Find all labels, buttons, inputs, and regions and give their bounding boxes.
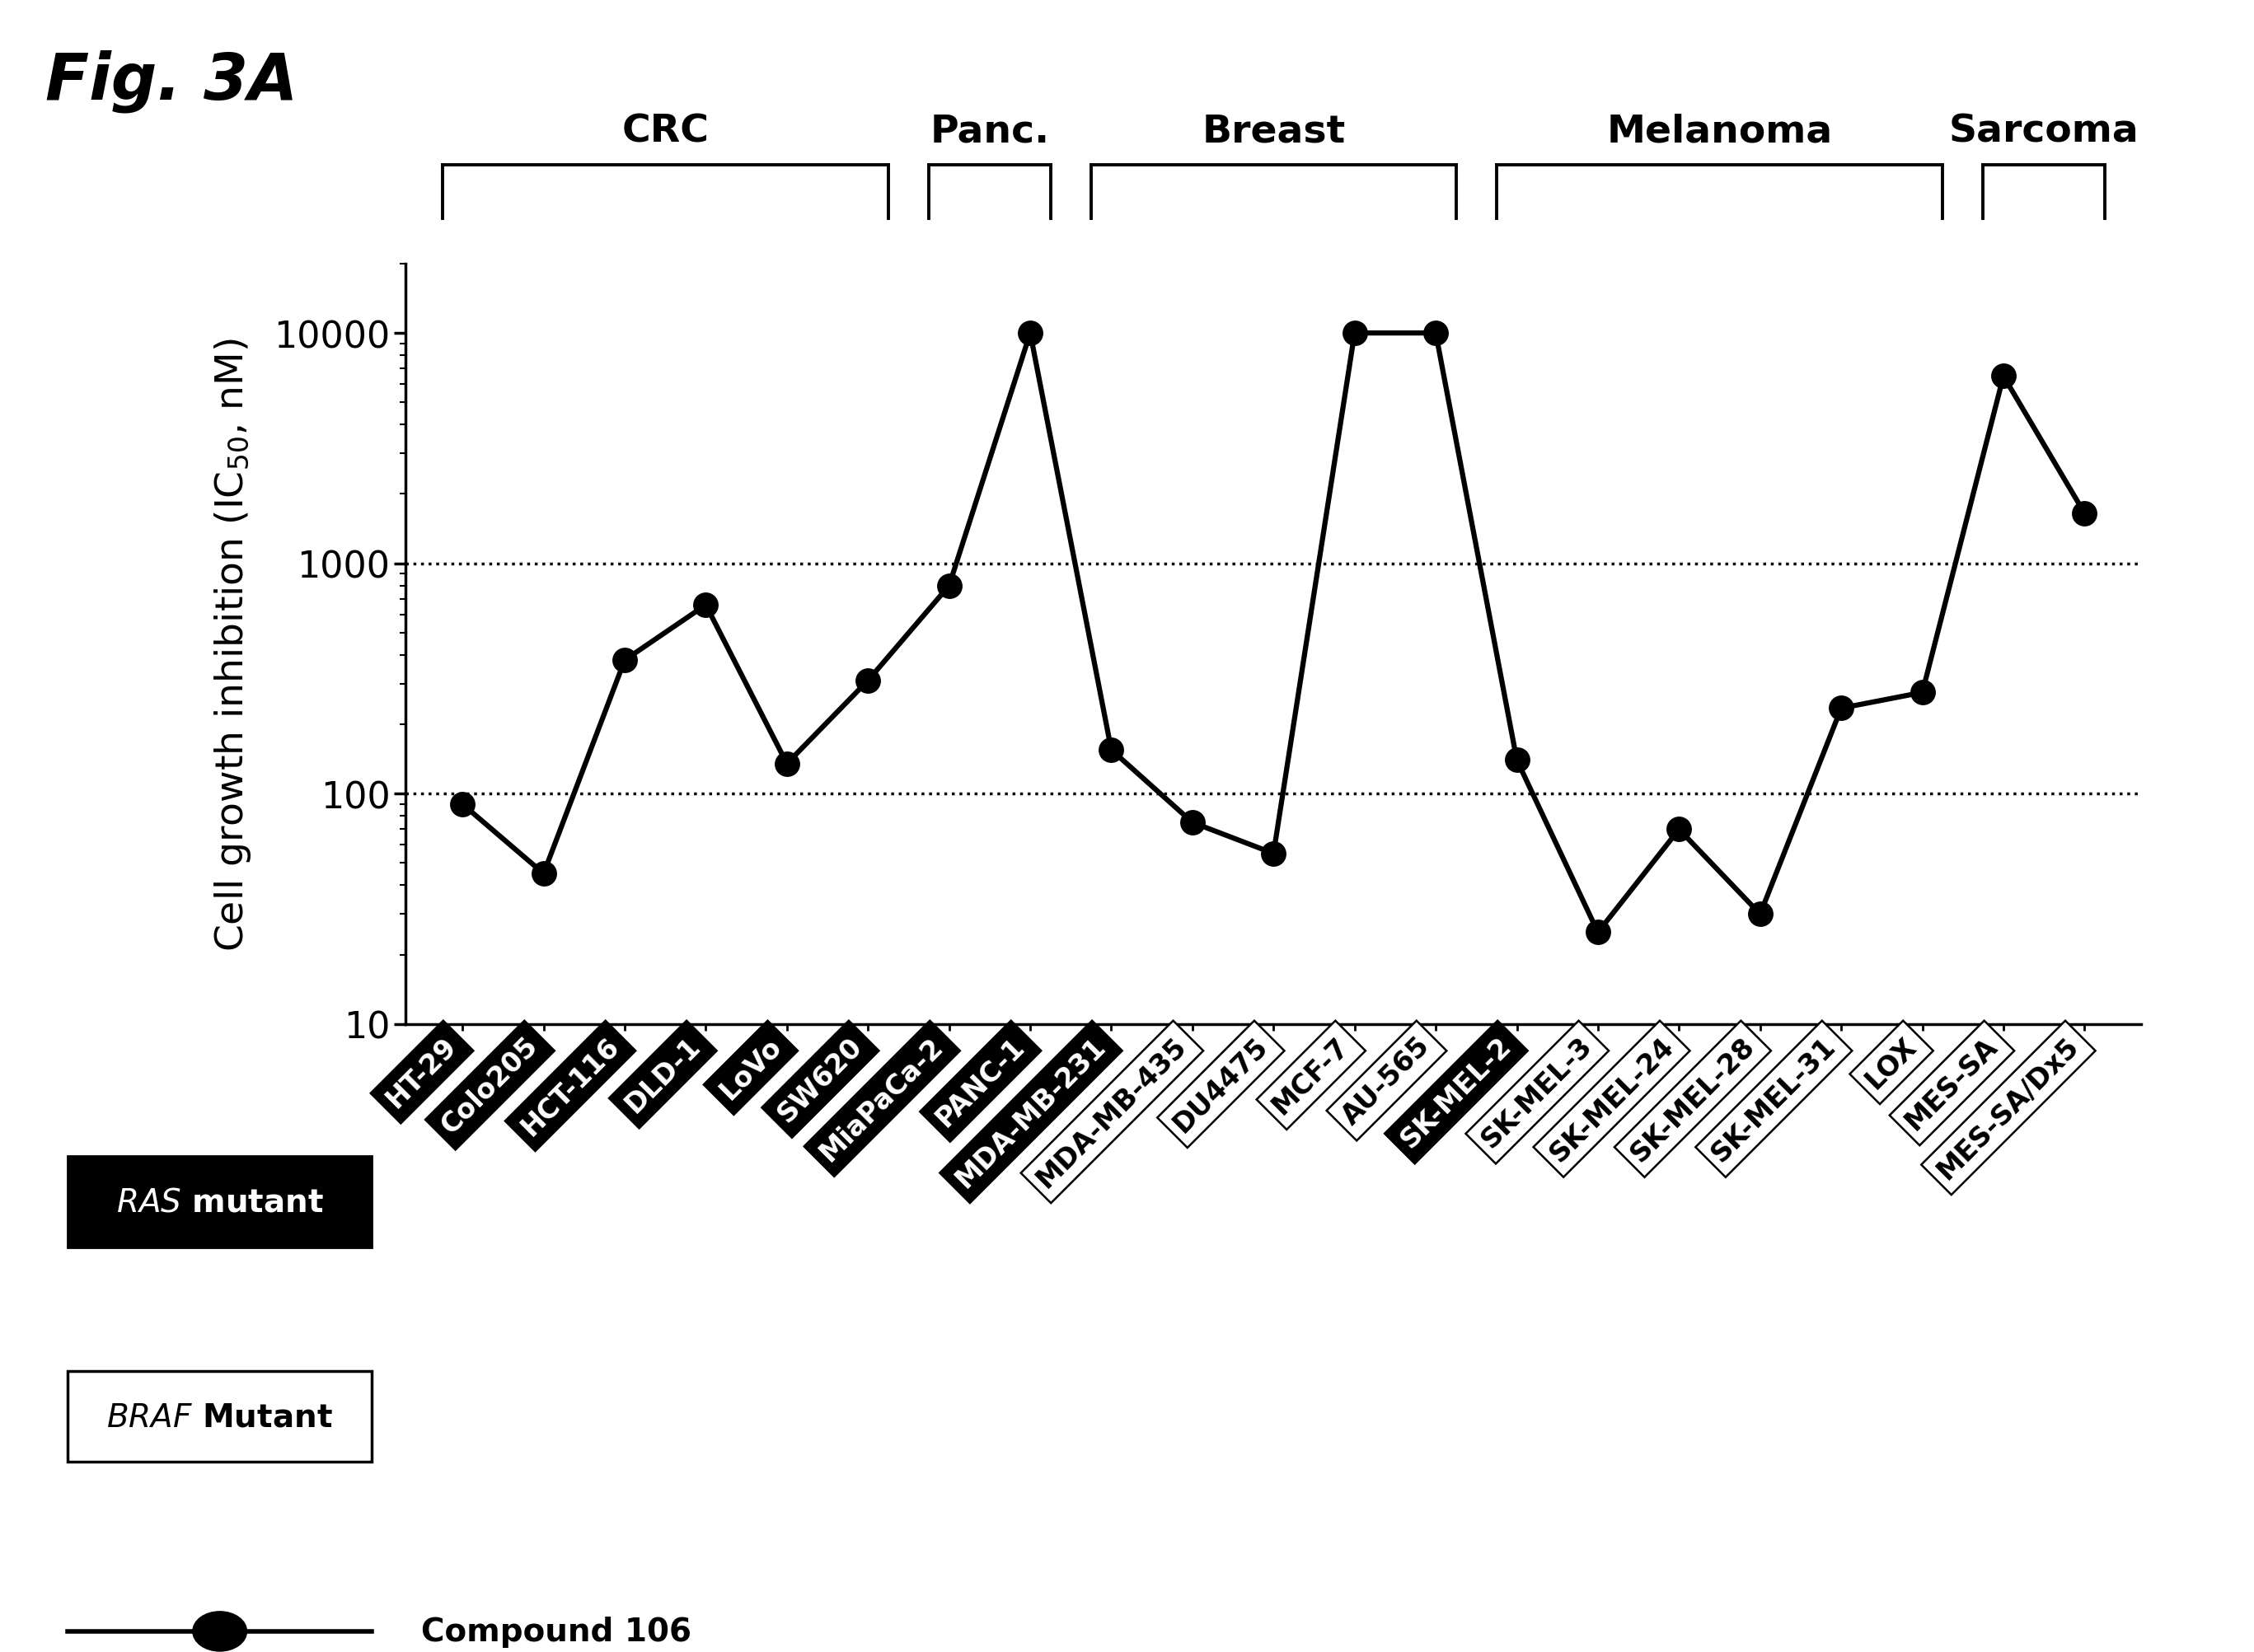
- Point: [444, 791, 480, 818]
- Text: $\mathit{BRAF}$ Mutant: $\mathit{BRAF}$ Mutant: [106, 1401, 334, 1432]
- Text: SK-MEL-24: SK-MEL-24: [1544, 1032, 1679, 1166]
- Point: [480, 1232, 507, 1252]
- Text: Melanoma: Melanoma: [1607, 114, 1833, 150]
- Point: [498, 1232, 525, 1252]
- Point: [471, 1239, 498, 1259]
- Point: [931, 573, 967, 600]
- Point: [769, 750, 805, 776]
- Point: [1337, 320, 1373, 347]
- Point: [850, 667, 886, 694]
- Point: [521, 1232, 548, 1252]
- Point: [500, 1239, 527, 1259]
- Point: [473, 1232, 500, 1252]
- Point: [1905, 679, 1941, 705]
- Point: [480, 1232, 507, 1252]
- Point: [451, 1239, 478, 1259]
- Point: [2067, 501, 2103, 527]
- Text: LOX: LOX: [1860, 1032, 1923, 1094]
- Point: [527, 1232, 554, 1252]
- Point: [500, 1232, 527, 1252]
- Point: [523, 1232, 550, 1252]
- Point: [525, 861, 561, 887]
- Text: PANC-1: PANC-1: [931, 1032, 1030, 1132]
- Point: [1093, 737, 1129, 763]
- Text: SK-MEL-31: SK-MEL-31: [1706, 1032, 1842, 1166]
- Point: [1742, 902, 1778, 928]
- Point: [521, 1239, 548, 1259]
- Text: MDA-MB-435: MDA-MB-435: [1032, 1032, 1192, 1193]
- Text: HCT-116: HCT-116: [516, 1032, 624, 1140]
- Text: DU4475: DU4475: [1168, 1032, 1274, 1137]
- Text: LoVo: LoVo: [715, 1032, 787, 1104]
- Point: [1661, 816, 1697, 843]
- Point: [473, 1232, 500, 1252]
- Point: [1012, 320, 1048, 347]
- Text: MES-SA/Dx5: MES-SA/Dx5: [1932, 1032, 2085, 1184]
- Text: SK-MEL-2: SK-MEL-2: [1395, 1032, 1517, 1153]
- Text: SK-MEL-28: SK-MEL-28: [1625, 1032, 1760, 1166]
- Point: [1580, 920, 1616, 947]
- Point: [1255, 841, 1292, 867]
- Point: [471, 1232, 498, 1252]
- Point: [480, 1232, 507, 1252]
- Point: [498, 1239, 525, 1259]
- Text: DLD-1: DLD-1: [620, 1032, 706, 1118]
- Point: [687, 591, 724, 618]
- Text: Sarcoma: Sarcoma: [1950, 114, 2139, 150]
- Point: [527, 1232, 554, 1252]
- Point: [480, 1239, 507, 1259]
- Text: MES-SA: MES-SA: [1900, 1032, 2004, 1135]
- Text: MDA-MB-231: MDA-MB-231: [951, 1032, 1111, 1193]
- Point: [1986, 363, 2022, 390]
- Text: $\mathit{RAS}$ mutant: $\mathit{RAS}$ mutant: [115, 1186, 325, 1218]
- Point: [1174, 809, 1210, 836]
- Point: [527, 1239, 554, 1259]
- Text: Colo205: Colo205: [437, 1032, 543, 1140]
- Point: [1823, 695, 1860, 722]
- Point: [498, 1232, 525, 1252]
- Point: [523, 1232, 550, 1252]
- Text: MiaPaCa-2: MiaPaCa-2: [816, 1032, 949, 1166]
- Y-axis label: Cell growth inhibition (IC$_{50}$, nM): Cell growth inhibition (IC$_{50}$, nM): [212, 337, 252, 952]
- Text: MCF-7: MCF-7: [1267, 1032, 1355, 1118]
- Text: Breast: Breast: [1201, 114, 1346, 150]
- Point: [521, 1232, 548, 1252]
- Text: CRC: CRC: [622, 114, 710, 150]
- Point: [1499, 747, 1535, 773]
- Point: [606, 648, 642, 674]
- Point: [523, 1239, 550, 1259]
- Text: Compound 106: Compound 106: [399, 1616, 692, 1647]
- Point: [451, 1232, 478, 1252]
- Text: HT-29: HT-29: [381, 1032, 462, 1113]
- Point: [480, 1239, 507, 1259]
- Text: SK-MEL-3: SK-MEL-3: [1476, 1032, 1598, 1153]
- Text: Panc.: Panc.: [931, 114, 1050, 150]
- Text: SW620: SW620: [773, 1032, 868, 1127]
- Point: [451, 1232, 478, 1252]
- Point: [480, 1232, 507, 1252]
- Text: Fig. 3A: Fig. 3A: [45, 50, 298, 112]
- Text: AU-565: AU-565: [1337, 1032, 1436, 1130]
- Point: [500, 1232, 527, 1252]
- Point: [473, 1239, 500, 1259]
- Point: [1418, 320, 1454, 347]
- Point: [471, 1232, 498, 1252]
